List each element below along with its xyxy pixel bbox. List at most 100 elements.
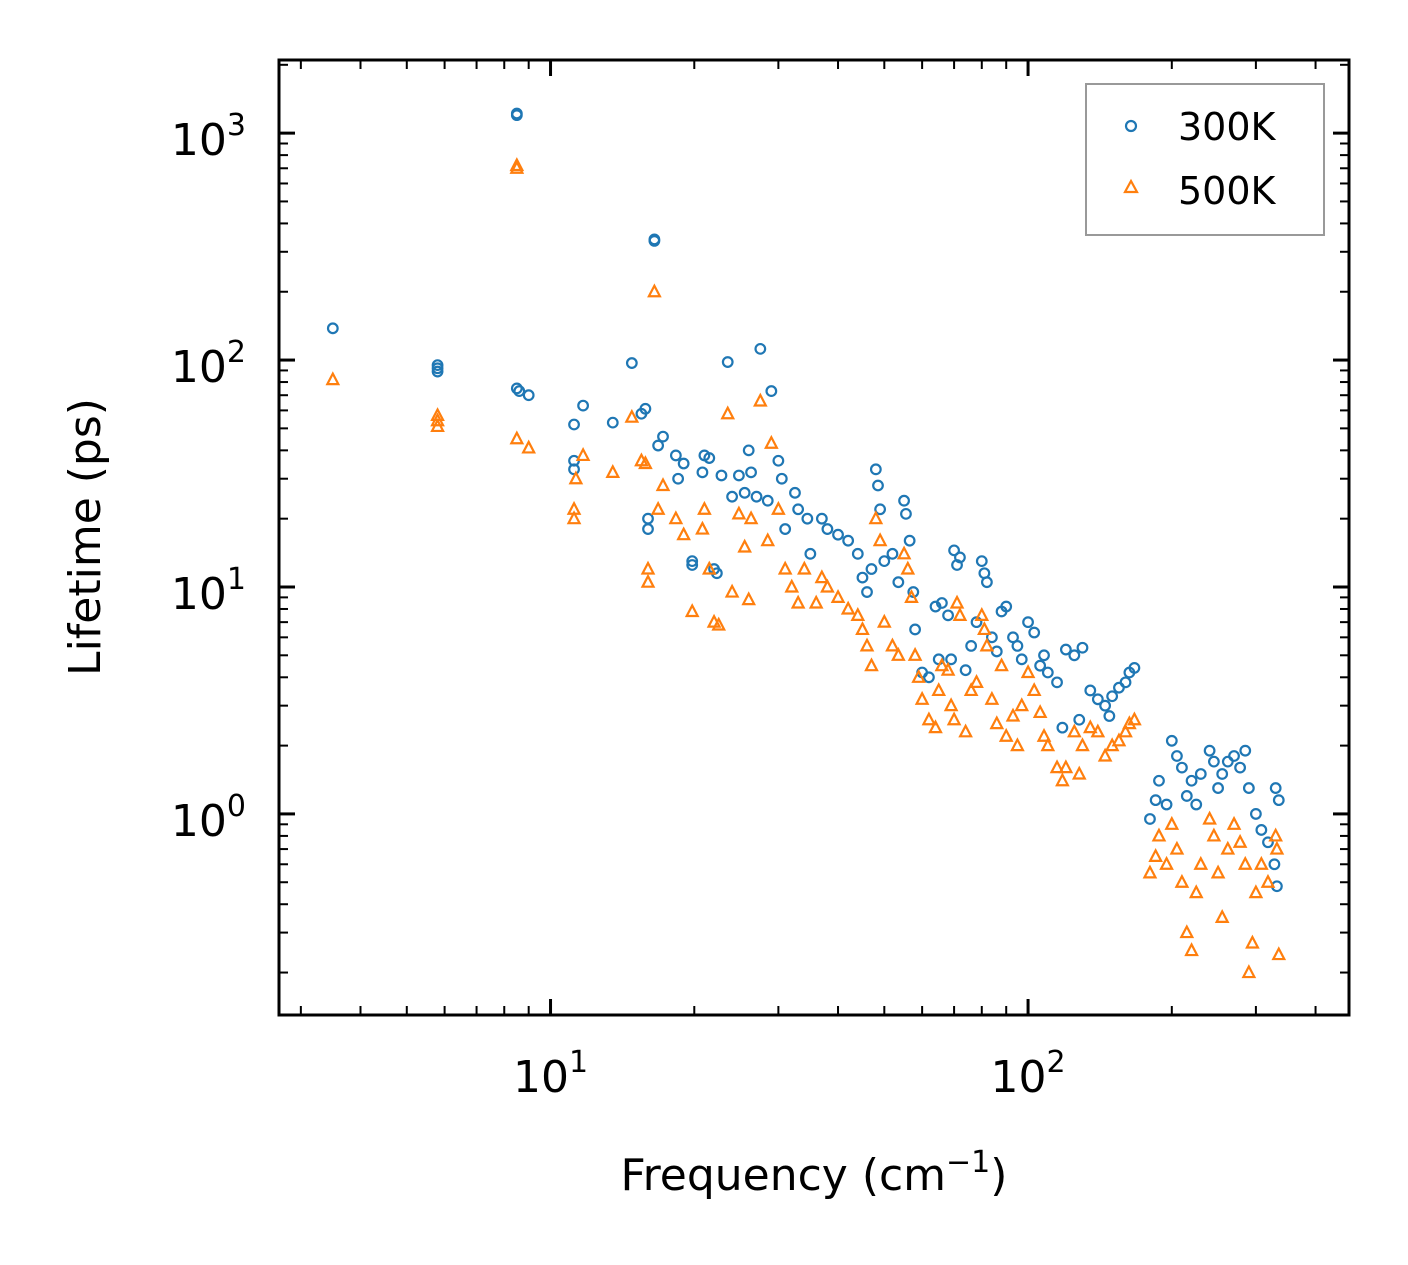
legend-box — [1085, 83, 1325, 236]
data-point-500K — [1271, 946, 1287, 961]
data-point-300K — [900, 507, 912, 520]
data-point-300K — [652, 439, 665, 452]
data-point-500K — [668, 510, 684, 525]
data-point-300K — [821, 523, 834, 535]
data-point-500K — [1142, 864, 1158, 879]
plot-frame — [277, 58, 1351, 1017]
data-point-500K — [566, 510, 582, 525]
data-point-500K — [1026, 682, 1042, 697]
data-point-300K — [510, 382, 523, 395]
data-point-500K — [430, 418, 445, 433]
data-point-300K — [935, 597, 948, 609]
data-point-500K — [855, 621, 870, 636]
data-point-300K — [903, 534, 916, 547]
data-point-300K — [856, 571, 869, 584]
data-point-500K — [1220, 840, 1236, 855]
data-point-500K — [1245, 934, 1260, 949]
data-point-300K — [869, 463, 882, 476]
data-point-500K — [911, 668, 926, 683]
data-point-300K — [981, 576, 993, 589]
data-point-300K — [792, 503, 805, 516]
data-point-300K — [1128, 662, 1141, 674]
legend-marker-500K — [1123, 178, 1139, 194]
x-axis-title-main: Frequency (cm — [621, 1150, 947, 1201]
data-point-300K — [703, 452, 716, 464]
data-point-500K — [868, 510, 884, 525]
data-point-500K — [1032, 704, 1048, 719]
data-point-300K — [909, 623, 921, 636]
data-point-500K — [1036, 727, 1052, 742]
data-point-500K — [1169, 840, 1185, 855]
data-point-500K — [958, 723, 973, 738]
data-point-300K — [1028, 626, 1041, 639]
data-point-300K — [1239, 744, 1252, 757]
data-point-500K — [1111, 732, 1127, 747]
data-point-500K — [900, 560, 916, 575]
data-point-300K — [1185, 774, 1198, 787]
data-point-300K — [568, 418, 580, 431]
data-point-300K — [945, 653, 958, 666]
data-point-500K — [790, 594, 806, 609]
data-point-500K — [701, 560, 717, 575]
data-point-500K — [830, 589, 846, 603]
legend-label-300K: 300K — [1178, 105, 1277, 149]
data-point-300K — [789, 486, 801, 499]
data-point-300K — [1216, 768, 1229, 780]
data-point-300K — [669, 449, 682, 462]
x-axis-title: Frequency (cm−1) — [621, 1145, 1008, 1201]
data-point-500K — [1188, 884, 1204, 899]
data-point-300K — [1234, 761, 1246, 774]
data-point-500K — [720, 405, 736, 420]
data-point-300K — [686, 559, 699, 571]
data-point-500K — [430, 412, 445, 427]
y-axis-title: Lifetime (ps) — [60, 398, 111, 676]
data-point-500K — [684, 603, 700, 618]
data-point-300K — [775, 472, 788, 485]
data-point-300K — [1255, 824, 1268, 836]
data-point-500K — [1237, 855, 1253, 870]
data-point-500K — [325, 371, 341, 386]
data-point-500K — [1040, 737, 1056, 752]
data-point-500K — [737, 538, 752, 553]
data-point-500K — [952, 606, 968, 621]
data-point-300K — [625, 357, 638, 369]
data-point-300K — [878, 555, 891, 568]
data-point-500K — [640, 573, 656, 588]
data-point-300K — [754, 342, 767, 355]
data-point-500K — [1184, 942, 1199, 957]
data-point-500K — [777, 560, 793, 575]
data-point-500K — [949, 594, 965, 609]
y-tick-label: 100 — [171, 789, 246, 847]
data-point-300K — [1160, 798, 1173, 811]
data-point-300K — [1176, 761, 1188, 774]
data-point-500K — [1241, 964, 1257, 979]
data-point-300K — [1106, 690, 1119, 703]
data-point-300K — [738, 486, 751, 499]
data-point-300K — [1084, 684, 1097, 697]
data-point-500K — [1193, 855, 1209, 870]
data-point-300K — [686, 555, 699, 568]
data-point-500K — [1206, 827, 1222, 842]
data-point-300K — [1194, 768, 1207, 780]
data-point-500K — [979, 637, 995, 652]
data-point-500K — [928, 719, 943, 734]
data-point-500K — [974, 606, 990, 621]
data-point-500K — [859, 637, 875, 652]
data-point-500K — [1005, 707, 1021, 722]
data-point-300K — [732, 469, 745, 482]
data-point-500K — [1248, 884, 1264, 899]
data-point-300K — [1242, 782, 1255, 794]
data-point-500K — [509, 159, 525, 174]
data-point-500K — [1071, 765, 1087, 780]
data-point-500K — [1082, 719, 1098, 734]
data-point-500K — [650, 500, 666, 515]
data-point-300K — [1015, 653, 1028, 666]
data-point-500K — [907, 646, 923, 661]
data-point-300K — [1034, 659, 1047, 672]
data-point-500K — [850, 606, 866, 621]
x-tick-label: 101 — [513, 1045, 588, 1103]
legend-marker-300K — [1124, 119, 1138, 133]
data-point-500K — [931, 682, 947, 697]
data-point-500K — [624, 408, 640, 423]
data-point-500K — [963, 682, 979, 697]
